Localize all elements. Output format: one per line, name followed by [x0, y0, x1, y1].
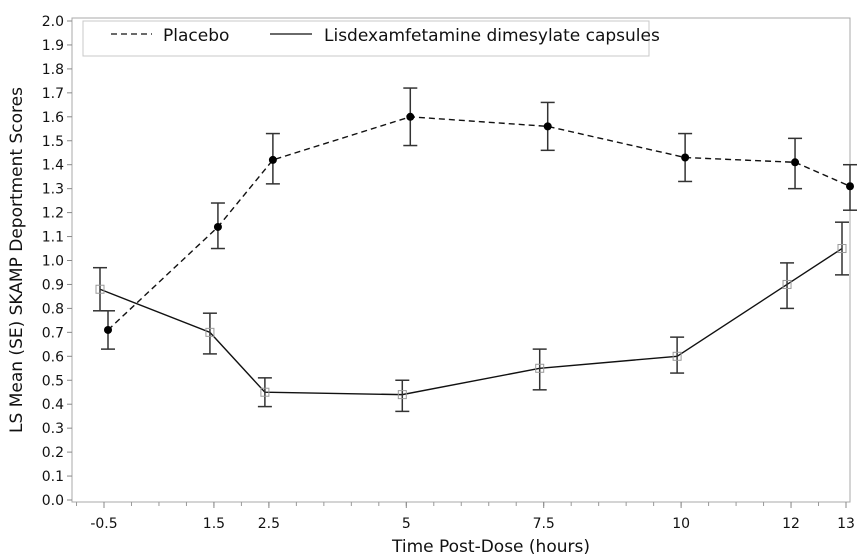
x-tick-label: -0.5: [90, 516, 117, 532]
x-axis-title: Time Post-Dose (hours): [391, 537, 590, 557]
y-tick-label: 1.8: [42, 62, 64, 78]
series-layer: [93, 87, 857, 413]
x-tick-label: 2.5: [258, 516, 280, 532]
y-tick-label: 1.1: [42, 230, 64, 246]
y-axis: 0.0 0.1 0.2 0.3 0.4 0.5 0.6 0.7 0.8 0.9 1.0 1.1 1.2 1…: [42, 14, 72, 509]
x-axis: -0.5 1.5 2.5 5 7.5 10 12 13: [76, 502, 855, 532]
y-tick-label: 1.3: [42, 182, 64, 198]
y-tick-label: 0.9: [42, 277, 64, 293]
x-tick-label: 1.5: [203, 516, 225, 532]
data-point: [681, 153, 690, 162]
data-point: [268, 155, 277, 164]
y-tick-label: 0.2: [42, 445, 64, 461]
y-tick-label: 0.3: [42, 421, 64, 437]
data-point: [397, 390, 407, 400]
data-point: [782, 279, 792, 289]
plot-frame: [71, 17, 851, 503]
data-point: [95, 284, 105, 294]
y-tick-label: 0.1: [42, 469, 64, 485]
data-point: [205, 327, 215, 337]
x-tick-label: 12: [782, 516, 800, 532]
legend-box: [82, 20, 650, 57]
series-placebo: [101, 87, 857, 350]
data-point: [791, 158, 800, 167]
axes: 0.0 0.1 0.2 0.3 0.4 0.5 0.6 0.7 0.8 0.9 1.0 1.1 1.2 1…: [42, 14, 855, 532]
y-tick-label: 0.4: [42, 397, 64, 413]
data-point: [846, 182, 854, 191]
legend-label-lisdexamfetamine: Lisdexamfetamine dimesylate capsules: [324, 26, 660, 46]
y-tick-label: 1.4: [42, 158, 64, 174]
legend: Placebo Lisdexamfetamine dimesylate caps…: [82, 20, 660, 57]
y-tick-label: 0.0: [42, 493, 64, 509]
series-line: [99, 247, 843, 396]
y-tick-label: 1.6: [42, 110, 64, 126]
y-tick-label: 0.6: [42, 349, 64, 365]
y-tick-label: 0.7: [42, 325, 64, 341]
series-lisdexamfetamine: [93, 221, 849, 413]
y-tick-label: 0.5: [42, 373, 64, 389]
y-tick-label: 1.9: [42, 38, 64, 54]
y-tick-label: 2.0: [42, 14, 64, 30]
data-point: [837, 244, 847, 254]
x-tick-label: 5: [402, 516, 411, 532]
x-tick-label: 7.5: [533, 516, 555, 532]
y-tick-label: 1.7: [42, 86, 64, 102]
y-tick-label: 0.8: [42, 301, 64, 317]
y-axis-title: LS Mean (SE) SKAMP Deportment Scores: [7, 87, 27, 433]
y-tick-label: 1.2: [42, 206, 64, 222]
y-tick-label: 1.5: [42, 134, 64, 150]
x-tick-label: 13: [837, 516, 855, 532]
data-point: [543, 122, 552, 131]
legend-label-placebo: Placebo: [163, 26, 229, 46]
data-point: [406, 112, 415, 121]
data-point: [260, 387, 270, 397]
series-line: [107, 116, 851, 331]
data-point: [672, 351, 682, 361]
y-tick-label: 1.0: [42, 254, 64, 270]
data-point: [213, 222, 222, 231]
data-point: [535, 363, 545, 373]
x-tick-label: 10: [672, 516, 690, 532]
data-point: [104, 325, 112, 334]
